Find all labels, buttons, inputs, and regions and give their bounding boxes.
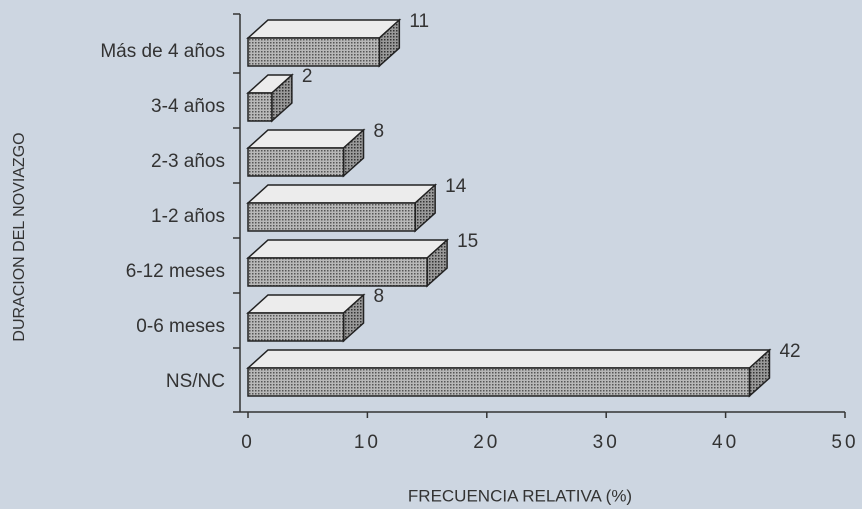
value-label: 11 — [409, 11, 429, 32]
x-axis-title: FRECUENCIA RELATIVA (%) — [408, 486, 632, 505]
y-tick-label: 1-2 años — [151, 206, 225, 227]
y-tick-label: NS/NC — [166, 371, 225, 392]
y-tick-label: 2-3 años — [151, 151, 225, 172]
x-tick-label: 30 — [593, 432, 620, 453]
bar-front — [247, 257, 428, 287]
value-label: 15 — [457, 231, 478, 252]
bar — [246, 183, 438, 233]
y-tick-label: Más de 4 años — [100, 41, 225, 62]
bar-top — [246, 349, 772, 369]
bar-top — [246, 19, 402, 39]
x-tick-label: 0 — [241, 432, 255, 453]
bar — [246, 238, 450, 288]
value-label: 8 — [374, 286, 385, 307]
y-tick-label: 3-4 años — [151, 96, 225, 117]
bar-front — [247, 202, 416, 232]
bar-front — [247, 367, 751, 397]
bar-front — [247, 147, 345, 177]
y-tick-label: 6-12 meses — [126, 261, 225, 282]
bar — [246, 128, 366, 178]
x-tick-label: 50 — [831, 432, 858, 453]
x-tick-label: 40 — [712, 432, 739, 453]
bar-top — [246, 239, 450, 259]
bar-front — [247, 37, 381, 67]
y-axis-title: DURACION DEL NOVIAZGO — [11, 132, 28, 341]
bar — [246, 73, 294, 123]
x-tick-label: 20 — [473, 432, 500, 453]
value-label: 42 — [779, 341, 800, 362]
value-label: 8 — [374, 121, 385, 142]
x-tick-label: 10 — [354, 432, 381, 453]
bar — [246, 18, 402, 68]
value-label: 14 — [445, 176, 467, 197]
bar-top — [246, 184, 438, 204]
bar-front — [247, 92, 273, 122]
bar-front — [247, 312, 345, 342]
value-label: 2 — [302, 66, 313, 87]
bar — [246, 293, 366, 343]
y-tick-label: 0-6 meses — [136, 316, 225, 337]
bar — [246, 348, 772, 398]
